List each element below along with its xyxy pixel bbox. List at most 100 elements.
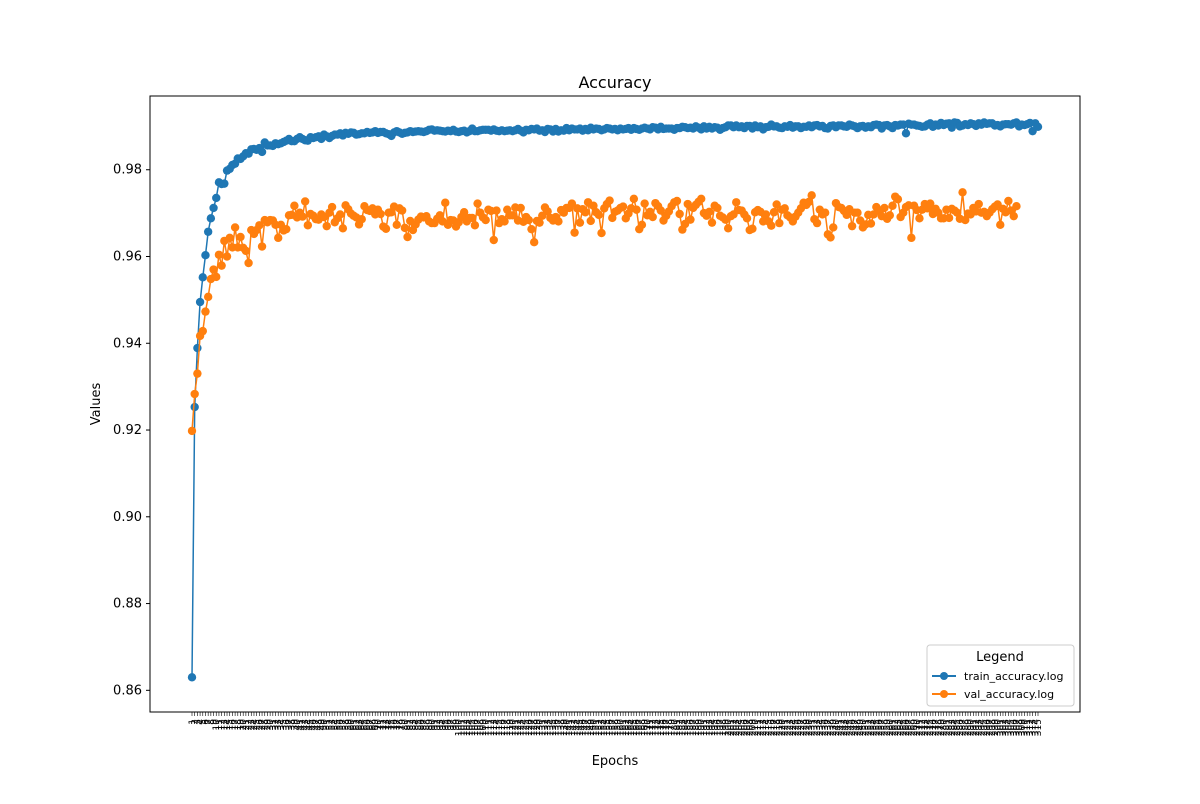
x-tick-label: 153 <box>598 719 608 736</box>
data-point <box>303 221 313 230</box>
x-tick-label: 71 <box>377 719 387 730</box>
x-tick-label: 152 <box>595 719 605 736</box>
x-tick-label: 236 <box>821 719 831 736</box>
x-tick-label: 20 <box>239 719 249 731</box>
x-tick-label: 190 <box>697 719 707 736</box>
x-axis: 1234567891011121314151617181920212223242… <box>188 712 1044 736</box>
data-point <box>524 215 533 225</box>
data-point <box>826 233 835 242</box>
legend-val-marker <box>940 690 948 698</box>
x-tick-label: 215 <box>765 719 775 736</box>
x-tick-label: 287 <box>959 719 969 736</box>
data-point <box>926 199 935 208</box>
x-tick-label: 72 <box>379 719 389 730</box>
data-point <box>257 147 267 157</box>
x-tick-label: 223 <box>786 719 796 736</box>
data-point <box>508 211 517 220</box>
x-tick-label: 149 <box>587 719 597 736</box>
data-point <box>468 213 477 223</box>
x-tick-label: 154 <box>600 719 610 736</box>
data-point <box>761 210 771 219</box>
x-tick-label: 86 <box>417 719 427 731</box>
x-tick-label: 133 <box>544 719 554 736</box>
x-tick-label: 217 <box>770 719 780 736</box>
x-tick-label: 300 <box>994 719 1004 736</box>
x-tick-label: 151 <box>592 719 602 736</box>
x-tick-label: 259 <box>883 719 893 736</box>
data-point <box>470 221 480 230</box>
x-tick-label: 101 <box>457 719 467 736</box>
data-point <box>656 206 665 215</box>
x-tick-label: 146 <box>579 719 589 736</box>
x-tick-label: 34 <box>277 719 287 731</box>
data-point <box>322 221 331 231</box>
x-tick-label: 311 <box>1023 719 1033 736</box>
x-tick-label: 315 <box>1034 719 1044 736</box>
data-point <box>376 209 385 219</box>
x-tick-label: 116 <box>498 719 508 736</box>
data-point <box>996 220 1005 230</box>
x-tick-label: 237 <box>824 719 834 736</box>
data-point <box>529 237 539 247</box>
x-tick-label: 150 <box>589 719 599 736</box>
data-point <box>632 205 641 214</box>
data-point <box>629 194 639 204</box>
x-tick-label: 214 <box>762 719 772 736</box>
data-point <box>209 203 218 213</box>
x-tick-label: 165 <box>630 719 640 736</box>
x-tick-label: 248 <box>853 719 863 736</box>
data-point <box>880 203 889 213</box>
x-tick-label: 139 <box>560 719 570 736</box>
x-tick-label: 93 <box>436 719 446 730</box>
x-tick-label: 145 <box>576 719 586 736</box>
x-tick-label: 105 <box>468 719 478 736</box>
data-point <box>274 233 283 243</box>
data-point <box>203 292 213 302</box>
x-tick-label: 15 <box>226 719 236 730</box>
x-tick-label: 267 <box>905 719 915 736</box>
x-tick-label: 205 <box>738 719 748 736</box>
x-tick-label: 306 <box>1010 719 1020 736</box>
x-tick-label: 254 <box>870 719 880 736</box>
x-tick-label: 290 <box>967 719 977 736</box>
x-tick-label: 99 <box>452 719 462 731</box>
x-tick-label: 200 <box>724 719 734 736</box>
x-tick-label: 228 <box>800 719 810 736</box>
x-tick-label: 21 <box>242 719 252 730</box>
x-tick-label: 11 <box>215 719 225 730</box>
x-tick-label: 269 <box>910 719 920 736</box>
data-point <box>241 246 251 256</box>
x-tick-label: 112 <box>487 719 497 736</box>
data-point <box>1004 196 1013 206</box>
data-point <box>961 215 970 225</box>
x-tick-label: 38 <box>288 719 298 731</box>
x-tick-label: 179 <box>668 719 678 736</box>
x-tick-label: 46 <box>309 719 319 731</box>
data-point <box>707 218 717 227</box>
x-tick-label: 309 <box>1018 719 1028 736</box>
x-tick-label: 213 <box>759 719 769 736</box>
data-point <box>885 211 895 220</box>
x-tick-label: 25 <box>253 719 263 730</box>
x-tick-label: 44 <box>304 719 314 731</box>
x-tick-label: 233 <box>813 719 823 736</box>
x-tick-label: 88 <box>422 719 432 731</box>
x-tick-label: 189 <box>695 719 705 736</box>
x-tick-label: 77 <box>393 719 403 730</box>
data-point <box>888 201 897 210</box>
x-tick-label: 195 <box>711 719 721 736</box>
x-tick-label: 35 <box>280 719 290 730</box>
x-tick-label: 156 <box>606 719 616 736</box>
data-point <box>190 402 199 412</box>
x-tick-label: 12 <box>218 719 228 730</box>
x-tick-label: 234 <box>816 719 826 736</box>
x-tick-label: 245 <box>845 719 855 736</box>
x-tick-label: 221 <box>781 719 791 736</box>
x-tick-label: 134 <box>546 719 556 736</box>
x-tick-label: 279 <box>937 719 947 736</box>
data-point <box>201 251 210 260</box>
data-point <box>866 219 876 228</box>
x-tick-label: 7 <box>204 719 214 725</box>
x-tick-label: 219 <box>775 719 785 736</box>
x-tick-label: 70 <box>374 719 384 731</box>
